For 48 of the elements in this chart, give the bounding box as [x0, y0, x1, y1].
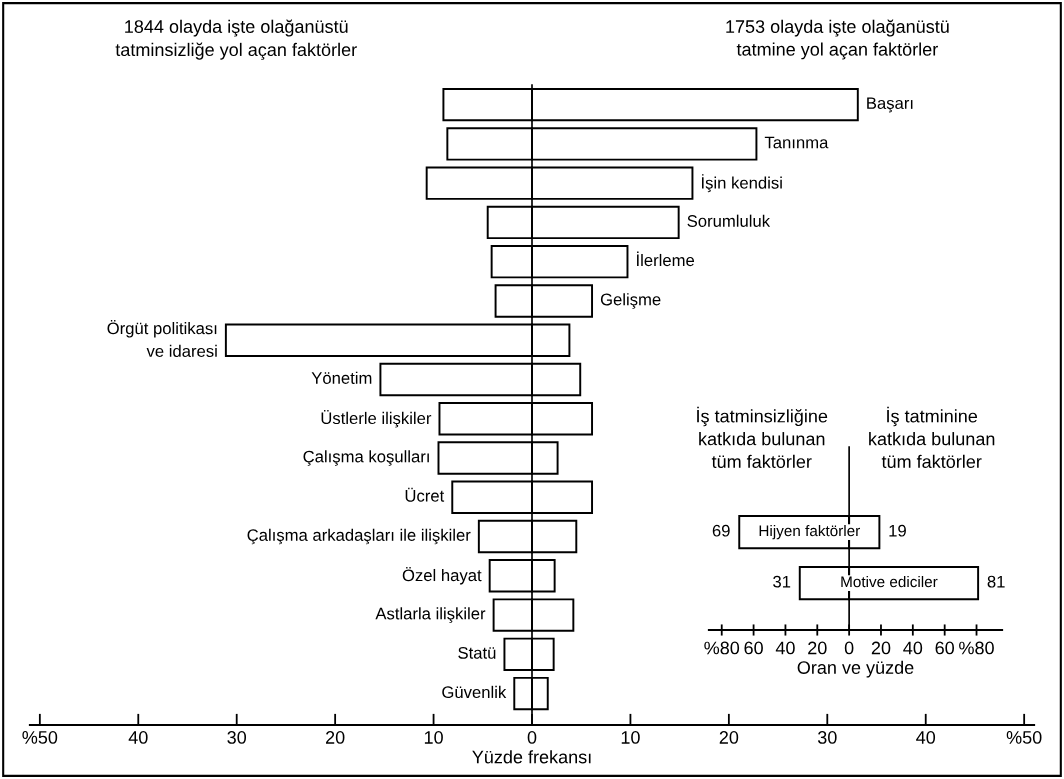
y-tick-label: Özel hayat — [402, 567, 482, 585]
y-tick-label: Statü — [458, 647, 496, 659]
y-tick-label: Astlarla ilişkiler — [375, 607, 486, 623]
x-axis-title: Oran ve yüzde — [797, 660, 914, 678]
y-tick-label: İlerleme — [637, 251, 695, 267]
y-tick-label: Üstlerle ilişkiler — [321, 410, 432, 428]
text: 1753 olayda işte olağanüstü tatmine yol açan faktörler — [726, 19, 949, 60]
annotation: İş tatminsizliğine katkıda bulunan tüm faktörler — [697, 406, 828, 469]
y-tick-label: Ücret — [405, 487, 445, 502]
y-tick-label: Gelişme — [600, 293, 661, 309]
x-tick-label: %50 — [22, 731, 58, 744]
annotation: 81 — [987, 575, 1005, 588]
annotation: 69 — [712, 524, 730, 537]
x-tick-label: 40 — [128, 731, 148, 744]
y-tick-label: İşin kendisi — [702, 174, 782, 193]
x-tick-label: 0 — [527, 731, 537, 744]
x-tick-label: 60 — [744, 641, 763, 655]
x-tick-label: 0 — [844, 641, 854, 655]
x-tick-label: 60 — [935, 641, 955, 655]
annotation: İş tatminine katkıda bulunan tüm faktörler — [869, 406, 995, 469]
x-tick-label: 20 — [808, 641, 827, 655]
y-tick-label: Hijyen faktörler — [759, 525, 861, 540]
annotation: 19 — [889, 524, 906, 537]
x-tick-label: 30 — [817, 731, 837, 744]
x-tick-label: 20 — [719, 731, 739, 744]
x-tick-label: 40 — [916, 731, 936, 744]
y-tick-label: Çalışma arkadaşları ile ilişkiler — [247, 528, 471, 545]
x-tick-label: 30 — [227, 731, 247, 744]
annotation: 31 — [773, 575, 791, 588]
x-tick-label: 20 — [871, 641, 891, 655]
y-tick-label: Sorumluluk — [687, 214, 771, 227]
x-tick-label: %80 — [959, 641, 994, 655]
y-tick-label: Tanınma — [764, 136, 829, 149]
x-tick-label: %50 — [1006, 731, 1042, 744]
x-axis-title: Yüzde frekansı — [472, 750, 591, 764]
x-tick-label: 20 — [326, 731, 345, 744]
text: 1844 olayda işte olağanüstü tatminsizliğe yol açan faktörler — [115, 19, 357, 60]
y-tick-label: Yönetim — [311, 371, 372, 384]
x-tick-label: 40 — [775, 641, 795, 655]
y-tick-label: Örgüt politikası ve idaresi — [107, 320, 217, 358]
x-tick-label: 10 — [621, 731, 640, 744]
y-tick-label: Başarı — [867, 97, 913, 113]
y-tick-label: Güvenlik — [442, 685, 507, 699]
x-tick-label: 10 — [424, 731, 443, 744]
x-tick-label: 40 — [903, 641, 923, 655]
x-tick-label: %80 — [704, 641, 740, 655]
y-tick-label: Çalışma koşulları — [303, 450, 429, 466]
y-tick-label: Motive ediciler — [841, 575, 938, 588]
